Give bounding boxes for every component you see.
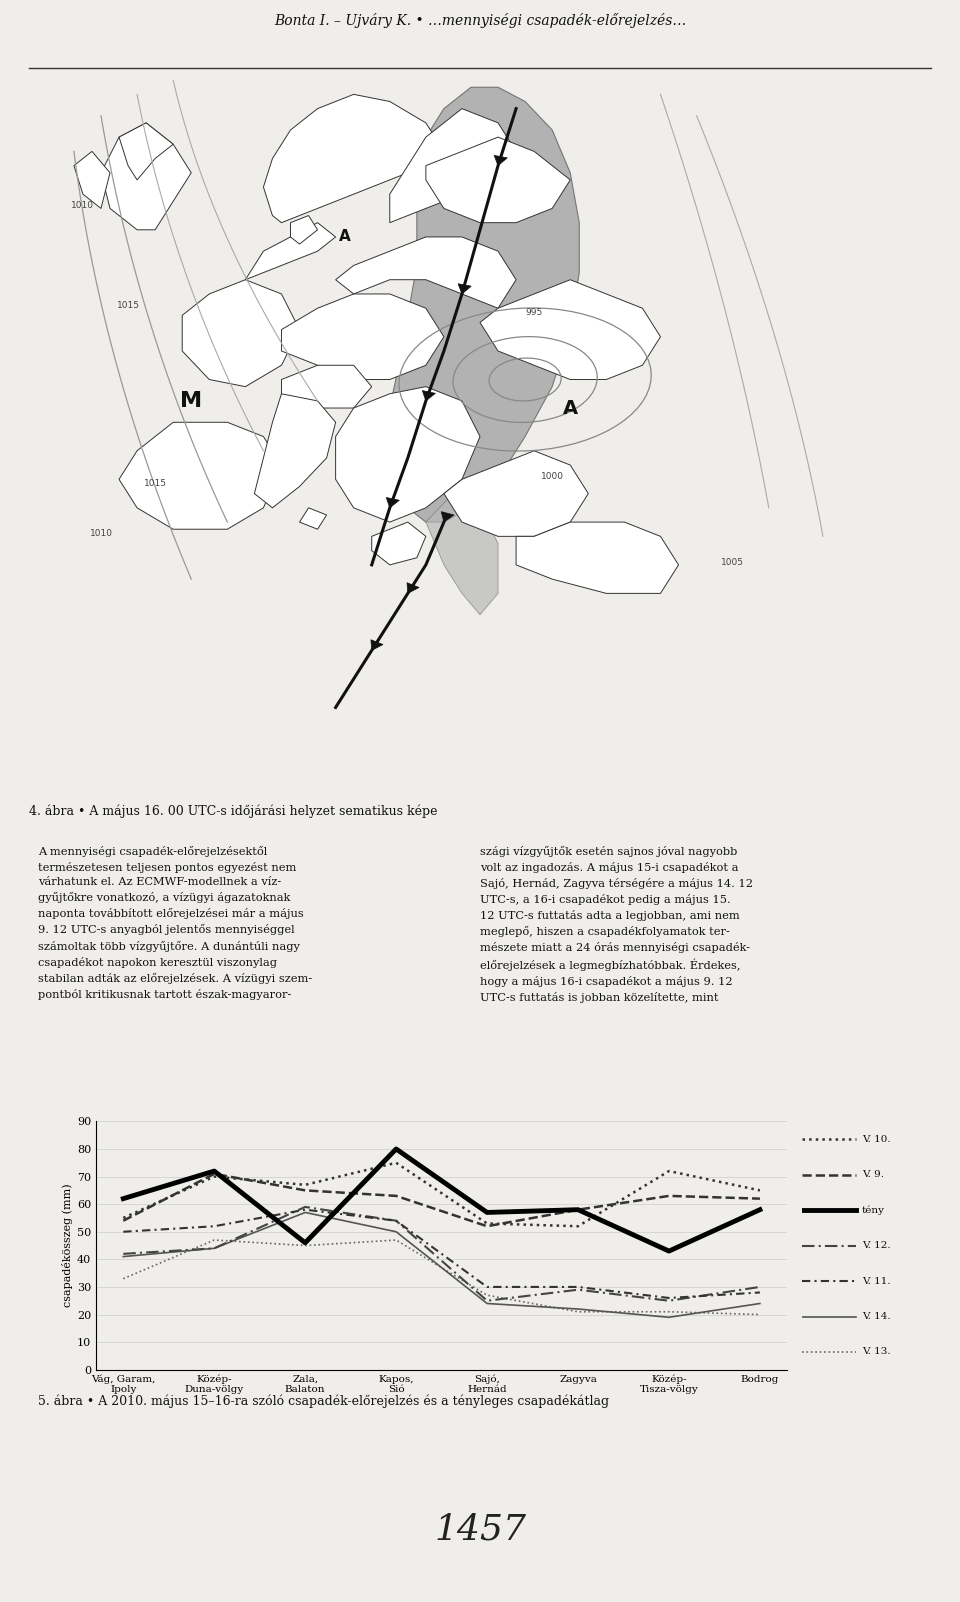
Text: 1015: 1015 (144, 479, 167, 489)
Polygon shape (422, 391, 436, 400)
Polygon shape (101, 123, 191, 229)
Text: 4. ábra • A május 16. 00 UTC-s időjárási helyzet sematikus képe: 4. ábra • A május 16. 00 UTC-s időjárási… (29, 804, 438, 819)
Polygon shape (254, 394, 336, 508)
Polygon shape (426, 138, 570, 223)
Text: szági vízgyűjtők esetén sajnos jóval nagyobb
volt az ingadozás. A május 15-i csa: szági vízgyűjtők esetén sajnos jóval nag… (480, 846, 753, 1003)
Polygon shape (336, 386, 480, 522)
Text: V. 14.: V. 14. (862, 1312, 891, 1322)
Polygon shape (263, 95, 444, 223)
Text: M: M (180, 391, 203, 410)
Text: V. 10.: V. 10. (862, 1134, 891, 1144)
Text: V. 9.: V. 9. (862, 1169, 884, 1179)
Text: 1010: 1010 (71, 202, 94, 210)
Y-axis label: csapadékösszeg (mm): csapadékösszeg (mm) (61, 1184, 73, 1307)
Polygon shape (371, 639, 383, 650)
Text: V. 12.: V. 12. (862, 1242, 891, 1250)
Text: V. 11.: V. 11. (862, 1277, 891, 1285)
Text: 1005: 1005 (721, 557, 744, 567)
Polygon shape (480, 280, 660, 380)
Polygon shape (458, 284, 471, 295)
Polygon shape (444, 450, 588, 537)
Text: 995: 995 (525, 308, 542, 317)
Polygon shape (246, 223, 336, 280)
Polygon shape (119, 123, 173, 179)
Polygon shape (516, 522, 679, 593)
Text: 1015: 1015 (116, 301, 139, 311)
Polygon shape (442, 511, 454, 522)
Text: A mennyiségi csapadék-előrejelzésektől
természetesen teljesen pontos egyezést ne: A mennyiségi csapadék-előrejelzésektől t… (38, 846, 313, 1000)
Polygon shape (494, 155, 507, 165)
Text: A: A (563, 399, 578, 418)
Text: 5. ábra • A 2010. május 15–16-ra szóló csapadék-előrejelzés és a tényleges csapa: 5. ábra • A 2010. május 15–16-ra szóló c… (38, 1394, 610, 1408)
Text: 1457: 1457 (434, 1512, 526, 1548)
Text: tény: tény (862, 1205, 885, 1214)
Polygon shape (390, 87, 579, 522)
Polygon shape (291, 216, 318, 244)
Polygon shape (281, 365, 372, 409)
Polygon shape (407, 583, 420, 593)
Text: 1010: 1010 (89, 529, 112, 538)
Polygon shape (182, 280, 300, 386)
Text: 1000: 1000 (540, 473, 564, 481)
Text: A: A (339, 229, 350, 245)
Polygon shape (300, 508, 326, 529)
Text: V. 13.: V. 13. (862, 1347, 891, 1357)
Polygon shape (119, 423, 281, 529)
Polygon shape (281, 295, 444, 380)
Polygon shape (74, 152, 110, 208)
Polygon shape (336, 237, 516, 308)
Polygon shape (386, 498, 399, 508)
Text: Bonta I. – Ujváry K. • …mennyiségi csapadék-előrejelzés…: Bonta I. – Ujváry K. • …mennyiségi csapa… (274, 13, 686, 27)
Polygon shape (426, 493, 498, 615)
Polygon shape (390, 109, 516, 223)
Polygon shape (372, 522, 426, 566)
